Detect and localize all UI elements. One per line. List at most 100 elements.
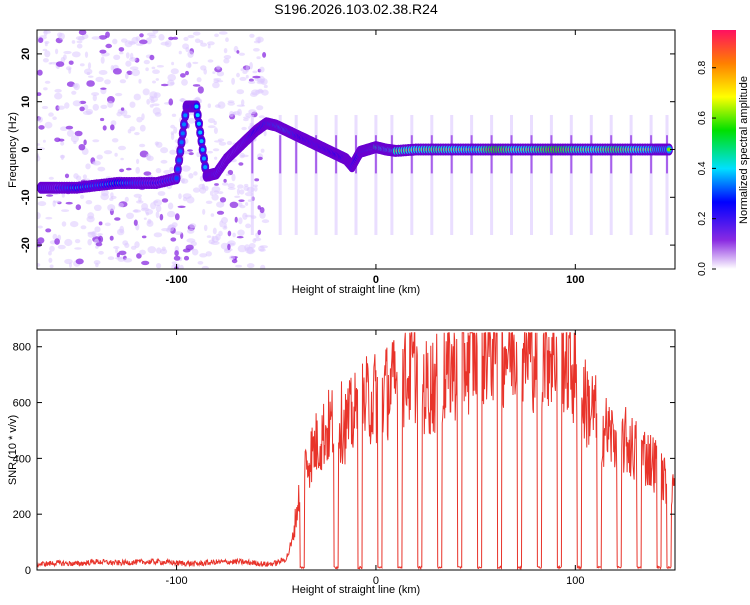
spectrum-noise-speck bbox=[192, 84, 201, 87]
spectrum-noise-speck bbox=[109, 197, 114, 201]
spectrum-stripe bbox=[589, 115, 593, 235]
spectrum-noise-speck bbox=[100, 117, 105, 122]
spectrum-noise-speck bbox=[82, 174, 87, 180]
spectrum-stripe bbox=[609, 115, 613, 235]
spectrum-noise-speck bbox=[226, 140, 233, 146]
spectrum-noise-speck bbox=[135, 166, 140, 174]
spectrum-noise-speck bbox=[189, 223, 197, 229]
spectrum-noise-speck bbox=[65, 125, 74, 130]
spectrum-noise-speck bbox=[171, 113, 177, 118]
spectrum-noise-speck bbox=[259, 207, 265, 214]
spectrum-noise-speck bbox=[181, 165, 191, 172]
spectrum-noise-speck bbox=[37, 225, 43, 229]
spectrum-stripe bbox=[410, 115, 414, 235]
spectrum-stripe bbox=[314, 115, 318, 235]
spectrum-noise-speck bbox=[79, 63, 85, 67]
spectrum-noise-speck bbox=[71, 51, 81, 58]
spectrum-noise-speck bbox=[243, 118, 249, 122]
spectrum-stripe bbox=[490, 115, 494, 235]
spectrum-ridge-core bbox=[179, 140, 184, 145]
spectrum-ridge-core bbox=[175, 167, 180, 172]
spectrum-noise-speck bbox=[68, 60, 74, 65]
spectrum-noise-speck bbox=[223, 222, 227, 229]
spectrum-noise-speck bbox=[82, 110, 92, 115]
spectrum-noise-speck bbox=[159, 213, 164, 221]
spectrum-noise-speck bbox=[163, 169, 172, 175]
spectrum-noise-speck bbox=[72, 83, 78, 89]
spectrum-noise-speck bbox=[182, 196, 188, 202]
spectrum-noise-speck bbox=[110, 124, 115, 131]
snr-xtick-label: 100 bbox=[566, 575, 584, 587]
spectrum-noise-speck bbox=[73, 173, 79, 179]
spectrum-stripe bbox=[250, 115, 254, 235]
spectrum-noise-speck bbox=[38, 125, 45, 130]
snr-ytick-label: 600 bbox=[13, 398, 31, 410]
spectrum-noise-speck bbox=[173, 126, 178, 134]
spectrum-noise-speck bbox=[242, 70, 248, 75]
spectrum-noise-speck bbox=[130, 52, 134, 60]
spectrum-noise-speck bbox=[196, 77, 202, 83]
spectrum-noise-speck bbox=[66, 66, 72, 71]
spectrum-noise-speck bbox=[167, 202, 174, 210]
spectrum-noise-speck bbox=[98, 235, 104, 243]
spectrum-noise-speck bbox=[112, 68, 122, 75]
spectrum-noise-speck bbox=[124, 242, 130, 248]
spectrum-noise-speck bbox=[192, 248, 199, 256]
spectrum-noise-speck bbox=[91, 36, 101, 40]
spectrum-noise-speck bbox=[241, 126, 247, 131]
spectrum-noise-speck bbox=[216, 210, 225, 215]
spectrum-noise-speck bbox=[202, 208, 206, 215]
spectrum-noise-speck bbox=[74, 130, 83, 137]
spectrum-noise-speck bbox=[126, 167, 132, 171]
spectrum-noise-speck bbox=[58, 138, 65, 142]
spectrum-noise-speck bbox=[239, 76, 247, 81]
spectrum-noise-speck bbox=[120, 109, 128, 116]
spectrum-stripe bbox=[665, 115, 669, 235]
spectrum-noise-speck bbox=[91, 92, 100, 96]
spectrum-noise-speck bbox=[232, 111, 241, 116]
spectrum-noise-speck bbox=[201, 265, 209, 269]
spectrum-noise-speck bbox=[118, 47, 125, 52]
spectrum-stripe-core bbox=[374, 135, 377, 174]
spectrum-noise-speck bbox=[211, 194, 219, 201]
spectrum-noise-speck bbox=[44, 80, 51, 84]
colorbar-tick-label: 0.4 bbox=[697, 161, 708, 175]
spectrum-noise-speck bbox=[245, 223, 252, 229]
spectrum-noise-speck bbox=[94, 226, 101, 233]
spectrum-noise-speck bbox=[156, 65, 164, 68]
spectrum-noise-speck bbox=[64, 258, 73, 265]
spectrum-noise-speck bbox=[160, 83, 169, 87]
spectrum-noise-speck bbox=[227, 101, 235, 106]
spectrum-stripe-core bbox=[279, 135, 282, 174]
spectrum-noise-speck bbox=[95, 242, 103, 247]
spectrum-noise-speck bbox=[117, 202, 124, 208]
spectrum-stripe bbox=[430, 115, 434, 235]
spectrum-noise-speck bbox=[223, 55, 232, 60]
spectrum-noise-speck bbox=[149, 91, 158, 99]
spectrum-noise-speck bbox=[37, 116, 43, 123]
spectrum-noise-speck bbox=[145, 153, 151, 161]
colorbar-tick-label: 0.8 bbox=[697, 60, 708, 74]
spectrum-noise-speck bbox=[187, 50, 194, 58]
spectrum-noise-speck bbox=[236, 50, 240, 54]
spectrum-noise-speck bbox=[154, 141, 159, 146]
spectrum-stripe bbox=[569, 115, 573, 235]
spectrum-noise-speck bbox=[261, 219, 270, 224]
spectrum-stripe-core bbox=[251, 135, 254, 174]
spectrum-noise-speck bbox=[241, 99, 245, 107]
spectrum-noise-speck bbox=[37, 201, 47, 207]
spectrum-noise-speck bbox=[218, 31, 228, 35]
spectrum-noise-speck bbox=[75, 204, 82, 211]
spectrum-noise-speck bbox=[172, 36, 179, 40]
spectrum-noise-speck bbox=[236, 188, 240, 196]
spectrum-noise-speck bbox=[136, 253, 142, 259]
spectrum-noise-speck bbox=[104, 79, 111, 85]
spectrum-noise-speck bbox=[167, 74, 176, 82]
spectrum-stripe-core bbox=[315, 135, 318, 174]
spectrum-noise-speck bbox=[183, 36, 189, 41]
spectrum-noise-speck bbox=[169, 166, 175, 172]
spectrum-noise-speck bbox=[223, 58, 230, 64]
spectrum-noise-speck bbox=[110, 120, 117, 126]
spectrum-noise-speck bbox=[229, 110, 234, 118]
spectrum-noise-speck bbox=[54, 88, 62, 93]
